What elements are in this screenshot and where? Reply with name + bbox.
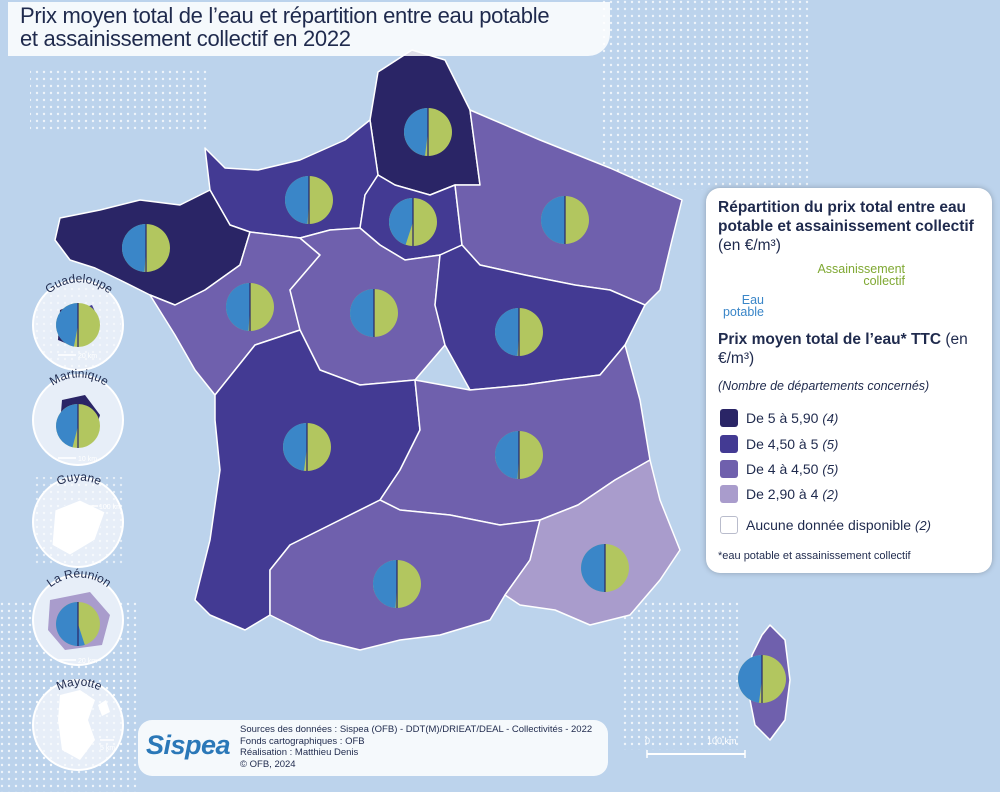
legend-class-label: De 4,50 à 5 [746, 436, 819, 452]
pie-normandie [285, 176, 333, 224]
legend-class-count: (2) [822, 486, 839, 502]
legend-swatch-1 [720, 409, 738, 427]
pie-pays-de-la-loire-eau-potable [225, 283, 250, 331]
title-line-1: Prix moyen total de l’eau et répartition… [20, 3, 550, 28]
pie-bourgogne-franche-comt- [495, 308, 543, 356]
label-reunion: La Réunion [44, 566, 114, 590]
pie-occitanie [373, 560, 421, 608]
pie-corse [738, 655, 786, 703]
legend-eau-potable-label: Eau potable [722, 293, 764, 319]
title-year: en 2022 [267, 26, 351, 51]
scale-start: 0 [645, 736, 651, 746]
sources-box: Sispea Sources des données : Sispea (OFB… [138, 720, 608, 776]
reunion-scale: 20 km [78, 658, 97, 665]
legend-swatch-4 [720, 485, 738, 503]
dot-texture-ne [600, 0, 810, 190]
inset-guyane: 100 km [32, 476, 124, 568]
pie--le-de-france-eau-potable [388, 198, 413, 245]
pie-guadeloupe [55, 303, 100, 347]
guadeloupe-scale: 20 km [78, 353, 97, 360]
pie-centre-val-de-loire-eau-potable [350, 289, 374, 337]
pie-provence-alpes-c-te-d-azur-eau-potable [581, 544, 605, 592]
legend-panel: Répartition du prix total entre eau pota… [706, 188, 992, 573]
pie-layer [55, 108, 786, 703]
legend-price-heading: Prix moyen total de l’eau* TTC (en €/m³) [718, 331, 968, 367]
sispea-logo: Sispea [146, 730, 231, 760]
legend-class-4: De 2,90 à 4 (2) [720, 484, 838, 504]
legend-class-count: (4) [822, 410, 839, 426]
legend-swatch-5 [720, 516, 738, 534]
pie-corse-eau-potable [738, 655, 762, 703]
pie-grand-est [541, 196, 589, 244]
title-line-2: et assainissement collectif [20, 26, 268, 51]
label-guyane: Guyane [55, 470, 104, 489]
pie-la-r-union [55, 602, 100, 646]
pie-normandie-eau-potable [285, 176, 309, 224]
legend-class-label: De 5 à 5,90 [746, 410, 819, 426]
legend-swatch-2 [720, 435, 738, 453]
mayotte-scale: 5 km [100, 745, 115, 752]
legend-class-count: (5) [822, 461, 839, 477]
pie-martinique-eau-potable [55, 404, 78, 448]
pie-auvergne-rh-ne-alpes-eau-potable [495, 431, 519, 479]
pie-nouvelle-aquitaine [282, 423, 331, 471]
legend-class-count: (2) [915, 517, 931, 533]
legend-class-label: De 4 à 4,50 [746, 461, 819, 477]
legend-pie-heading: Répartition du prix total entre eau pota… [718, 199, 974, 254]
dot-texture-nw [30, 70, 210, 130]
region-paca[interactable] [504, 459, 681, 626]
sources-text: Sources des données : Sispea (OFB) - DDT… [240, 724, 593, 770]
legend-count-note: (Nombre de départements concernés) [718, 379, 930, 393]
label-mayotte: Mayotte [54, 675, 104, 694]
legend-assainissement-label: Assainissement collectif [817, 262, 905, 288]
pie-nouvelle-aquitaine-eau-potable [282, 423, 307, 471]
legend-class-5: Aucune donnée disponible (2) [720, 515, 931, 535]
label-martinique: Martinique [47, 366, 111, 388]
pie-pays-de-la-loire [225, 283, 274, 331]
dot-texture-se [620, 600, 740, 750]
legend-class-3: De 4 à 4,50 (5) [720, 459, 838, 479]
legend-class-2: De 4,50 à 5 (5) [720, 434, 838, 454]
legend-swatch-3 [720, 460, 738, 478]
pie-centre-val-de-loire [350, 289, 398, 337]
scale-end: 100 km [707, 736, 737, 746]
pie-guadeloupe-eau-potable [55, 303, 78, 347]
martinique-scale: 10 km [78, 456, 97, 463]
map-title: Prix moyen total de l’eau et répartition… [8, 2, 610, 56]
legend-class-count: (5) [822, 436, 839, 452]
legend-class-label: Aucune donnée disponible [746, 517, 912, 533]
pie-occitanie-eau-potable [373, 560, 397, 608]
pie-hauts-de-france-eau-potable [404, 108, 428, 156]
guyane-scale: 100 km [99, 504, 122, 511]
pie-hauts-de-france [404, 108, 452, 156]
pie-auvergne-rh-ne-alpes [495, 431, 543, 479]
pie--le-de-france [388, 198, 437, 246]
legend-footnote: *eau potable et assainissement collectif [718, 550, 911, 562]
pie-grand-est-eau-potable [541, 196, 565, 244]
pie-bourgogne-franche-comt--eau-potable [495, 308, 519, 356]
legend-class-1: De 5 à 5,90 (4) [720, 408, 838, 428]
pie-bretagne [122, 224, 170, 272]
pie-bretagne-eau-potable [122, 224, 146, 272]
legend-class-label: De 2,90 à 4 [746, 486, 819, 502]
pie-martinique [55, 404, 100, 448]
pie-provence-alpes-c-te-d-azur [581, 544, 629, 592]
inset-mayotte: 5 km [32, 679, 124, 771]
